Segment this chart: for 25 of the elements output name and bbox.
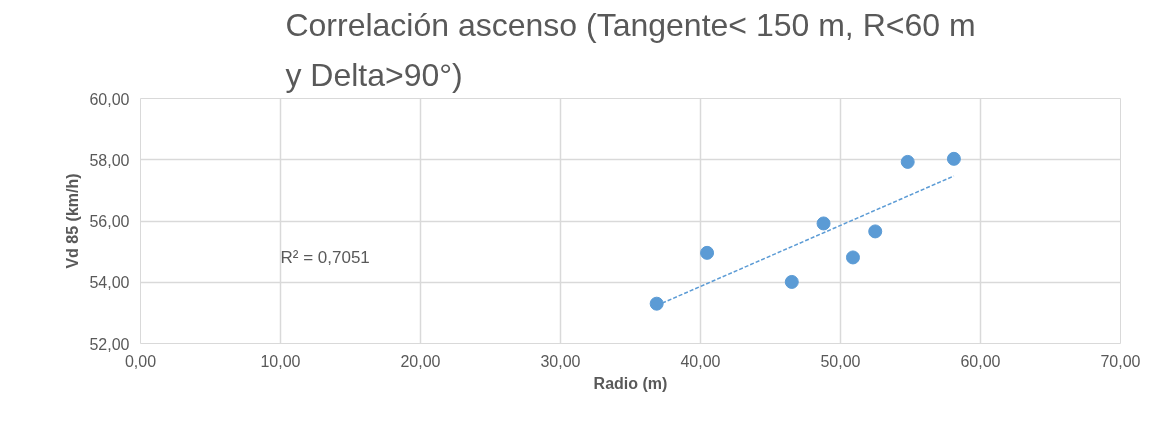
point [649,296,664,311]
y-tick-label: 58,00 [89,151,130,169]
point [946,151,961,166]
annotation: R² = 0,7051 [280,247,370,267]
chart-title: Correlación ascenso (Tangente< 150 m, R<60 m y Delta>90°) [285,7,976,94]
point [868,224,883,239]
y-tick-label: 54,00 [89,274,130,292]
point [845,250,860,265]
x-axis-title: Radio (m) [593,374,668,392]
x-tick-label: 0,00 [124,352,157,370]
y-tick-label: 56,00 [89,213,130,230]
point [816,216,831,231]
y-tick-label: 52,00 [89,335,130,353]
point [900,154,915,169]
x-tick-label: 60,00 [960,352,1001,370]
x-tick-label: 50,00 [820,352,861,370]
y-axis-title: Vd 85 (km/h) [64,173,82,269]
x-tick-label: 10,00 [260,352,301,370]
x-tick-label: 20,00 [400,352,441,370]
point [700,245,715,260]
x-tick-label: 40,00 [680,352,721,370]
x-tick-label: 70,00 [1100,352,1141,370]
x-tick-label: 30,00 [540,352,581,370]
point [784,274,799,289]
y-tick-label: 60,00 [89,90,130,108]
